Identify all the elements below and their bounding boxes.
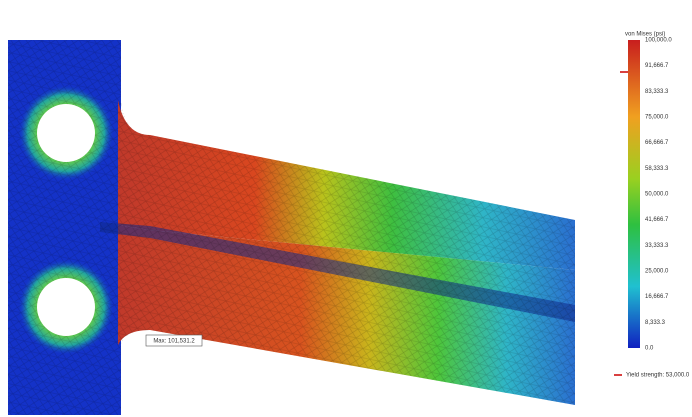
legend-tick-label: 33,333.3 [645, 243, 669, 249]
legend-tick-label: 16,666.7 [645, 294, 669, 300]
hole [37, 104, 95, 162]
legend-tick-label: 100,000.0 [645, 38, 672, 44]
legend-tick-label: 66,666.7 [645, 140, 669, 146]
legend-tick-label: 83,333.3 [645, 89, 669, 95]
legend-ticks: 100,000.0 91,666.7 83,333.3 75,000.0 66,666.… [645, 38, 672, 352]
legend-tick-label: 8,333.3 [645, 320, 666, 326]
mesh [8, 40, 575, 415]
legend-tick-label: 75,000.0 [645, 115, 669, 121]
hole [37, 278, 95, 336]
legend-tick-label: 91,666.7 [645, 63, 669, 69]
legend-title: von Mises (psi) [625, 32, 665, 38]
probe-label: Max: 101,531.2 [153, 339, 195, 345]
legend-tick-label: 0.0 [645, 346, 654, 352]
legend-tick-label: 25,000.0 [645, 269, 669, 275]
probe-box [145, 334, 203, 347]
legend-tick-label: 41,666.7 [645, 217, 669, 223]
yield-label: Yield strength: 53,000.0 [626, 373, 690, 379]
color-scale [628, 40, 640, 348]
legend-tick-label: 58,333.3 [645, 166, 669, 172]
legend-tick-label: 50,000.0 [645, 192, 669, 198]
